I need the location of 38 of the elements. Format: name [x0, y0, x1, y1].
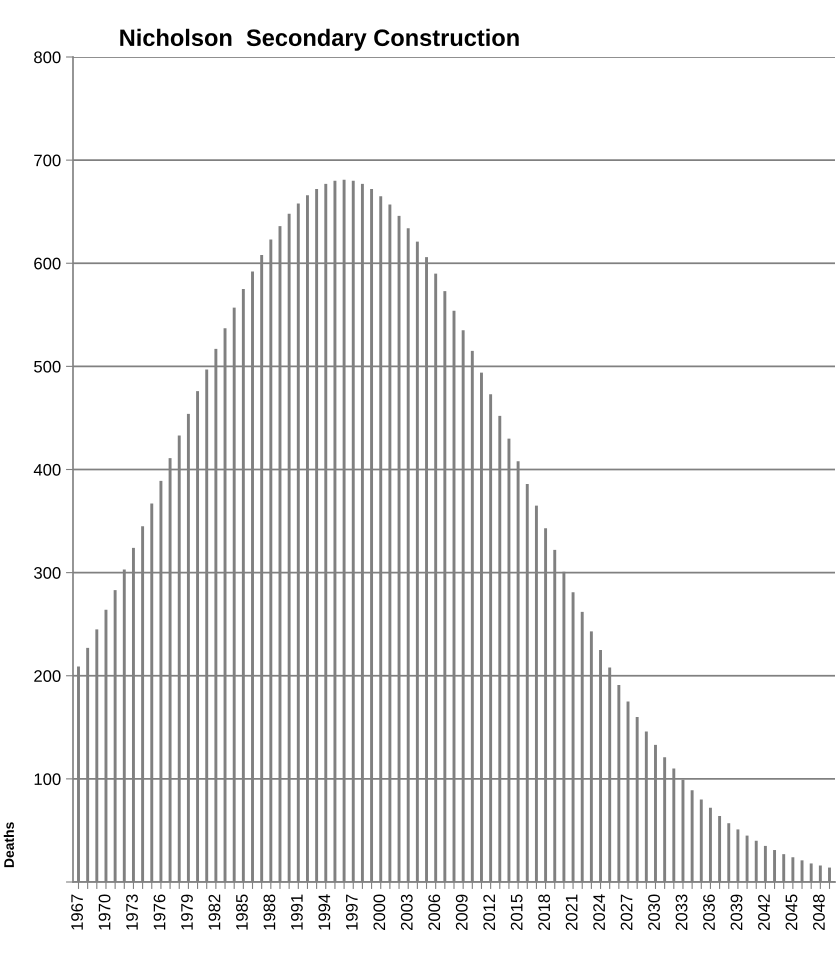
- x-tick-label: 1985: [236, 894, 248, 930]
- y-tick-label: 500: [34, 360, 61, 373]
- y-tick-label: 700: [34, 154, 61, 166]
- x-tick-label: 1982: [208, 894, 220, 930]
- y-tick-label: 400: [34, 464, 61, 476]
- y-tick-label: 300: [34, 567, 61, 579]
- x-tick-label: 2042: [758, 894, 770, 930]
- x-tick-label: 2030: [648, 894, 660, 930]
- chart-title: Nicholson Secondary Construction: [120, 28, 519, 51]
- x-tick-label: 1967: [71, 894, 83, 930]
- x-tick-label: 1991: [290, 894, 303, 930]
- x-tick-label: 2003: [400, 894, 413, 930]
- y-tick-label: 600: [34, 258, 61, 270]
- x-tick-label: 1997: [346, 894, 358, 930]
- x-tick-label: 2039: [730, 894, 742, 930]
- x-tick-label: 2021: [566, 894, 578, 930]
- x-tick-label: 2027: [620, 894, 632, 930]
- x-tick-label: 2006: [428, 894, 440, 930]
- x-tick-label: 2045: [786, 894, 798, 930]
- x-tick-label: 1976: [154, 894, 166, 930]
- x-tick-label: 1979: [181, 894, 193, 930]
- x-tick-label: 1994: [318, 894, 330, 930]
- y-tick-label: 800: [34, 51, 61, 64]
- y-tick-label: 200: [34, 670, 61, 682]
- x-tick-label: 1970: [98, 894, 110, 930]
- x-tick-label: 2000: [373, 894, 386, 930]
- x-tick-label: 2009: [456, 894, 468, 930]
- x-tick-label: 2018: [538, 894, 550, 930]
- x-tick-label: 1973: [126, 894, 138, 930]
- x-tick-label: 2024: [593, 894, 606, 930]
- x-tick-label: 2048: [813, 894, 825, 930]
- x-tick-label: 2036: [703, 894, 715, 930]
- x-tick-label: 1988: [264, 894, 276, 930]
- y-axis-title: Deaths: [4, 822, 14, 868]
- y-tick-label: 100: [34, 773, 61, 786]
- x-tick-label: 2033: [676, 894, 688, 930]
- x-tick-label: 2015: [510, 894, 523, 930]
- x-tick-label: 2012: [483, 894, 496, 930]
